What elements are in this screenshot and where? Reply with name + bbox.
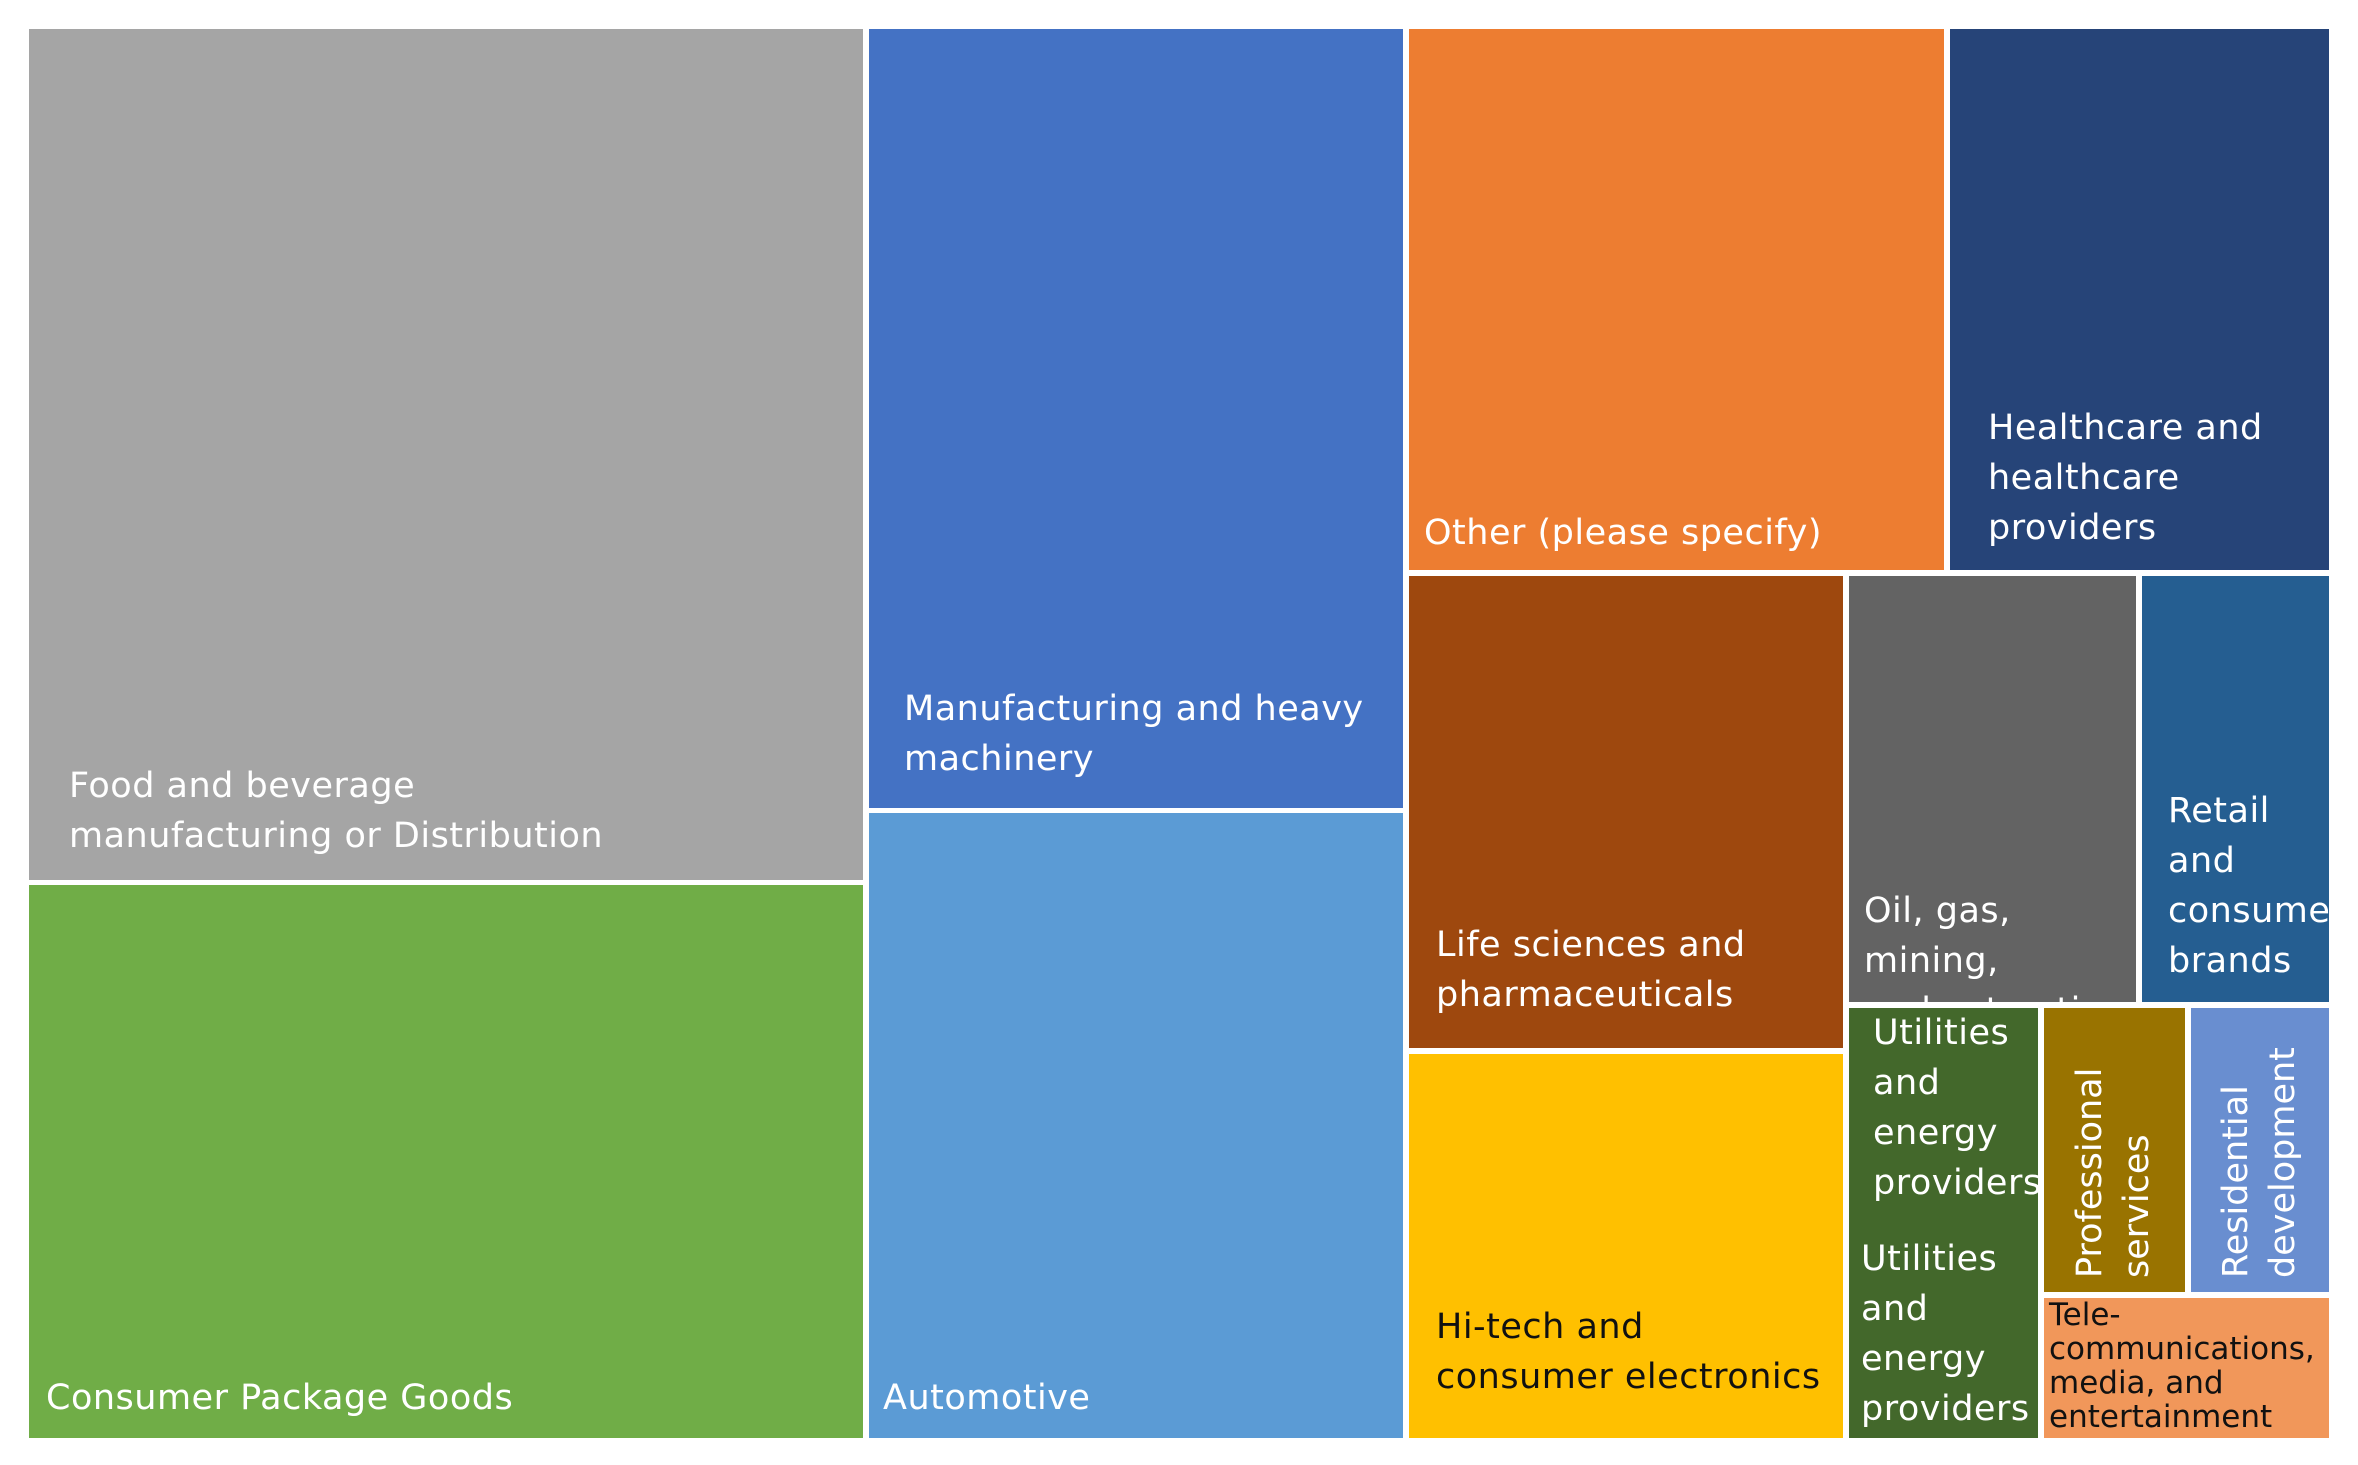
tile-utilities: Utilities and energy providers Utilities… <box>1849 1008 2038 1438</box>
tile-food-label: Food and beverage manufacturing or Distr… <box>69 766 604 856</box>
tile-oilgas: Oil, gas, mining, and extraction <box>1849 576 2136 1002</box>
tile-professional: Professional services <box>2044 1008 2185 1292</box>
tile-lifesciences: Life sciences and pharmaceuticals <box>1409 576 1843 1048</box>
tile-residential: Residential development <box>2191 1008 2329 1292</box>
tile-hitech-label: Hi-tech and consumer electronics <box>1436 1307 1821 1397</box>
tile-oilgas-label: Oil, gas, mining, and extraction <box>1864 891 2125 1002</box>
tile-utilities-second-label: Utilities and energy providers <box>1861 1239 2030 1429</box>
tile-manufacturing-label: Manufacturing and heavy machinery <box>904 689 1364 779</box>
tile-retail: Retail and consumer brands <box>2142 576 2329 1002</box>
tile-professional-label: Professional services <box>2070 1067 2157 1278</box>
tile-automotive-label: Automotive <box>883 1378 1091 1418</box>
tile-residential-label: Residential development <box>2216 1047 2303 1278</box>
tile-other-label: Other (please specify) <box>1424 513 1822 553</box>
tile-other: Other (please specify) <box>1409 29 1944 570</box>
tile-healthcare: Healthcare and healthcare providers <box>1950 29 2329 570</box>
tile-manufacturing: Manufacturing and heavy machinery <box>869 29 1403 808</box>
tile-utilities-label: Utilities and energy providers <box>1873 1013 2038 1203</box>
tile-lifesciences-label: Life sciences and pharmaceuticals <box>1436 925 1746 1015</box>
tile-telecom-label: Tele- communications, media, and enterta… <box>2049 1298 2315 1435</box>
tile-retail-label: Retail and consumer brands <box>2168 791 2329 981</box>
tile-telecom: Tele- communications, media, and enterta… <box>2044 1298 2329 1438</box>
tile-cpg-label: Consumer Package Goods <box>46 1378 514 1418</box>
tile-hitech: Hi-tech and consumer electronics <box>1409 1054 1843 1438</box>
tile-food: Food and beverage manufacturing or Distr… <box>29 29 863 880</box>
tile-healthcare-label: Healthcare and healthcare providers <box>1988 408 2263 548</box>
tile-automotive: Automotive <box>869 813 1403 1438</box>
tile-cpg: Consumer Package Goods <box>29 885 863 1438</box>
